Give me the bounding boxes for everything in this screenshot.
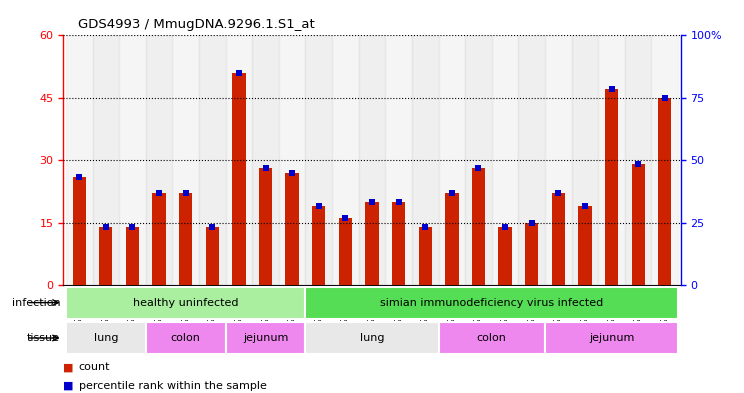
- Bar: [306, 322, 438, 354]
- Bar: [99, 227, 112, 285]
- Text: tissue: tissue: [27, 333, 60, 343]
- Bar: [519, 35, 545, 285]
- Bar: [605, 90, 618, 285]
- Bar: [146, 322, 225, 354]
- Bar: [472, 169, 485, 285]
- Bar: [419, 227, 432, 285]
- Bar: [119, 35, 146, 285]
- Bar: [153, 193, 166, 285]
- Bar: [545, 35, 571, 285]
- Bar: [571, 35, 598, 285]
- Bar: [365, 202, 379, 285]
- Bar: [179, 193, 193, 285]
- Bar: [498, 227, 512, 285]
- Bar: [445, 193, 458, 285]
- Bar: [332, 35, 359, 285]
- Text: infection: infection: [11, 298, 60, 308]
- Text: ■: ■: [63, 381, 74, 391]
- Bar: [412, 35, 438, 285]
- Bar: [525, 222, 539, 285]
- Bar: [438, 322, 545, 354]
- Bar: [252, 35, 279, 285]
- Bar: [199, 35, 225, 285]
- Bar: [438, 35, 465, 285]
- Text: GDS4993 / MmugDNA.9296.1.S1_at: GDS4993 / MmugDNA.9296.1.S1_at: [78, 18, 315, 31]
- Bar: [306, 287, 678, 318]
- Text: jejunum: jejunum: [243, 333, 288, 343]
- Bar: [73, 177, 86, 285]
- Bar: [225, 322, 306, 354]
- Text: jejunum: jejunum: [589, 333, 634, 343]
- Bar: [312, 206, 325, 285]
- Bar: [578, 206, 591, 285]
- Bar: [259, 169, 272, 285]
- Text: percentile rank within the sample: percentile rank within the sample: [79, 381, 266, 391]
- Text: ■: ■: [63, 362, 74, 372]
- Bar: [551, 193, 565, 285]
- Text: count: count: [79, 362, 110, 372]
- Bar: [173, 35, 199, 285]
- Bar: [658, 98, 671, 285]
- Bar: [392, 202, 405, 285]
- Text: colon: colon: [477, 333, 507, 343]
- Bar: [225, 35, 252, 285]
- Bar: [126, 227, 139, 285]
- Text: healthy uninfected: healthy uninfected: [133, 298, 238, 308]
- Bar: [146, 35, 173, 285]
- Bar: [598, 35, 625, 285]
- Bar: [632, 164, 645, 285]
- Bar: [492, 35, 519, 285]
- Text: lung: lung: [360, 333, 384, 343]
- Bar: [66, 322, 146, 354]
- Bar: [92, 35, 119, 285]
- Bar: [545, 322, 678, 354]
- Text: colon: colon: [170, 333, 201, 343]
- Bar: [66, 35, 92, 285]
- Bar: [625, 35, 652, 285]
- Bar: [205, 227, 219, 285]
- Bar: [232, 73, 246, 285]
- Bar: [652, 35, 678, 285]
- Bar: [465, 35, 492, 285]
- Bar: [279, 35, 306, 285]
- Text: simian immunodeficiency virus infected: simian immunodeficiency virus infected: [380, 298, 603, 308]
- Bar: [385, 35, 412, 285]
- Bar: [359, 35, 385, 285]
- Bar: [306, 35, 332, 285]
- Bar: [339, 219, 352, 285]
- Bar: [286, 173, 299, 285]
- Text: lung: lung: [94, 333, 118, 343]
- Bar: [66, 287, 306, 318]
